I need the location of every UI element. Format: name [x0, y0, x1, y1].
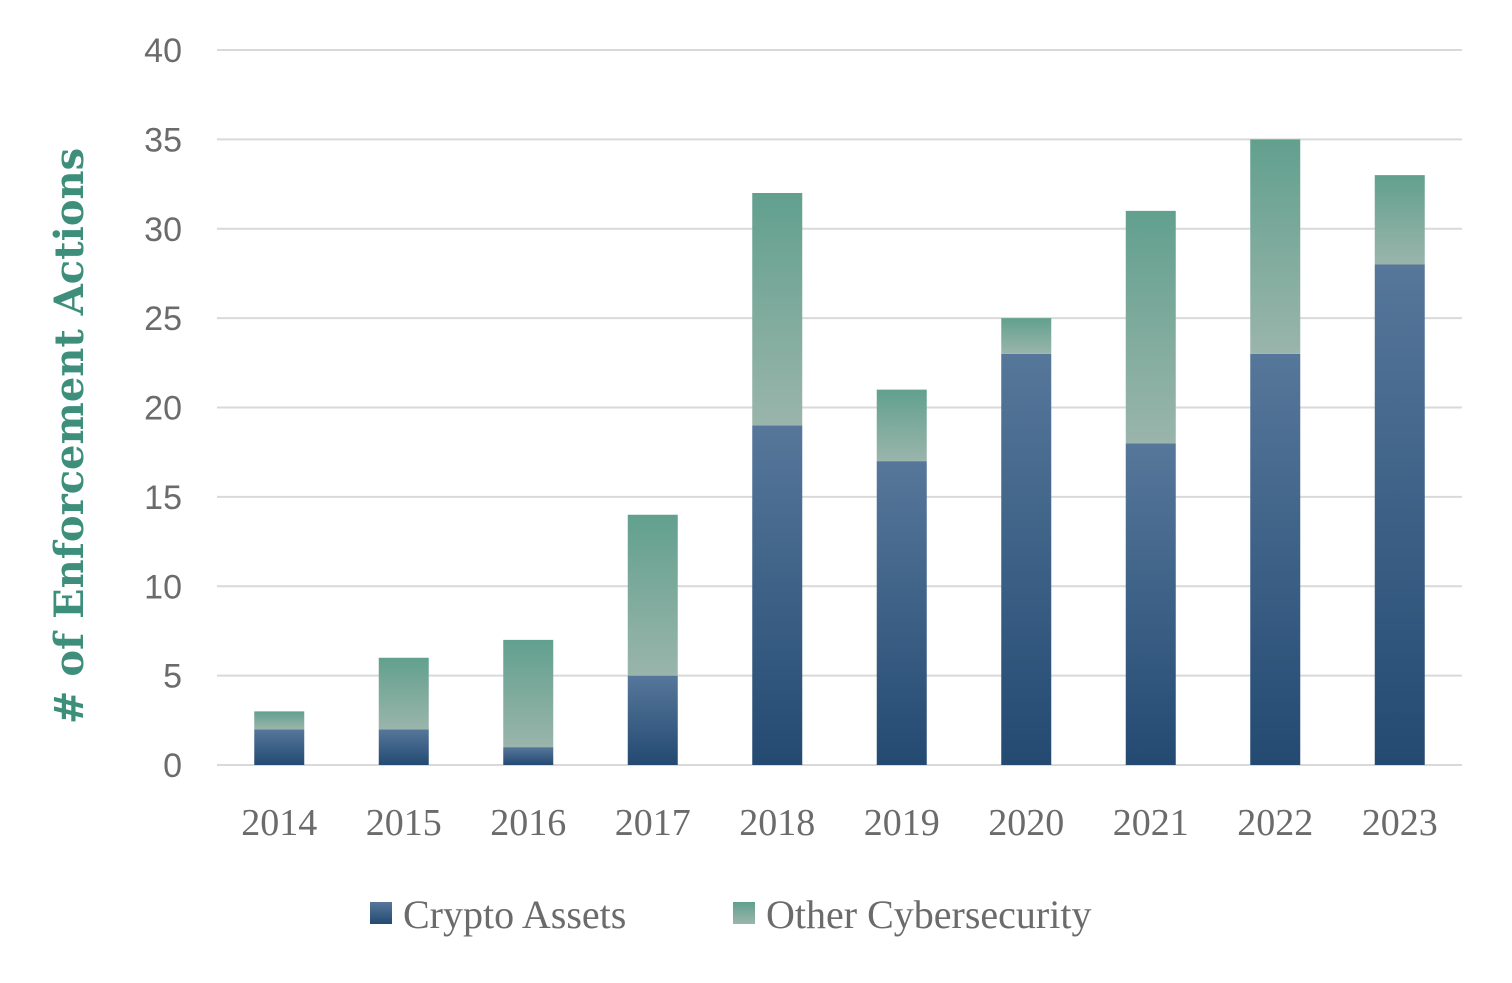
x-tick-label: 2019 [864, 802, 940, 844]
bar-other-cybersecurity-2021 [1125, 210, 1176, 444]
bar-crypto-assets-2014 [254, 729, 305, 765]
bar-crypto-assets-2019 [876, 461, 927, 765]
bar-other-cybersecurity-2020 [1001, 318, 1052, 354]
bar-crypto-assets-2021 [1125, 443, 1176, 765]
bar-other-cybersecurity-2016 [503, 639, 554, 748]
x-tick-label: 2021 [1113, 802, 1189, 844]
y-tick-label: 20 [144, 390, 182, 428]
bar-crypto-assets-2023 [1374, 264, 1425, 765]
y-axis-ticks: 0 5 10 15 20 25 30 35 40 [144, 32, 182, 785]
bar-crypto-assets-2022 [1250, 353, 1301, 765]
x-tick-label: 2020 [988, 802, 1064, 844]
x-tick-label: 2015 [366, 802, 442, 844]
legend-swatch-other-cybersecurity [733, 902, 755, 924]
x-tick-label: 2017 [615, 802, 691, 844]
bar-crypto-assets-2016 [503, 747, 554, 765]
y-tick-label: 40 [144, 32, 182, 70]
bar-crypto-assets-2015 [378, 729, 429, 765]
x-tick-label: 2016 [490, 802, 566, 844]
bar-other-cybersecurity-2023 [1374, 175, 1425, 265]
y-tick-label: 0 [163, 747, 182, 785]
x-tick-label: 2018 [739, 802, 815, 844]
bar-other-cybersecurity-2019 [876, 389, 927, 462]
y-tick-label: 5 [163, 658, 182, 696]
y-tick-label: 30 [144, 211, 182, 249]
bar-other-cybersecurity-2017 [627, 514, 678, 676]
x-axis-ticks: 2014 2015 2016 2017 2018 2019 2020 2021 2022 2023 [241, 802, 1438, 844]
bar-other-cybersecurity-2015 [378, 657, 429, 730]
bar-other-cybersecurity-2022 [1250, 139, 1301, 354]
x-tick-label: 2023 [1362, 802, 1438, 844]
x-tick-label: 2014 [241, 802, 317, 844]
bar-other-cybersecurity-2014 [254, 711, 305, 730]
legend-swatch-crypto-assets [370, 902, 392, 924]
bar-other-cybersecurity-2018 [752, 193, 803, 426]
y-tick-label: 35 [144, 121, 182, 159]
bar-crypto-assets-2018 [752, 425, 803, 765]
y-tick-label: 15 [144, 479, 182, 517]
legend-label: Other Cybersecurity [766, 892, 1091, 937]
legend: Crypto Assets Other Cybersecurity [370, 892, 1091, 937]
y-tick-label: 10 [144, 568, 182, 606]
y-axis-title: # of Enforcement Actions [46, 148, 93, 724]
legend-label: Crypto Assets [403, 892, 626, 937]
y-tick-label: 25 [144, 300, 182, 338]
bar-crypto-assets-2020 [1001, 353, 1052, 765]
bar-crypto-assets-2017 [627, 675, 678, 765]
x-tick-label: 2022 [1237, 802, 1313, 844]
bars [254, 139, 1425, 765]
